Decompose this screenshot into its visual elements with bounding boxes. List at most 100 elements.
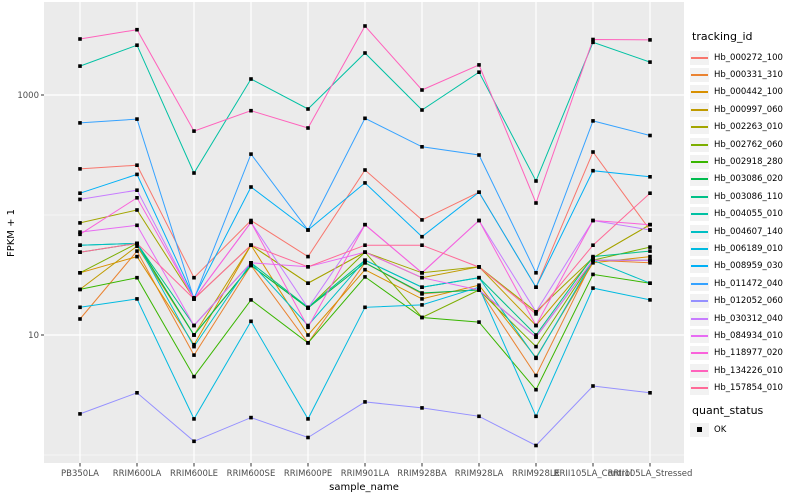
- data-point: [78, 197, 82, 202]
- data-point: [420, 291, 424, 295]
- data-point: [591, 168, 595, 173]
- data-point: [420, 406, 424, 410]
- legend-item: Hb_030312_040: [690, 310, 800, 327]
- data-point: [78, 191, 82, 195]
- data-point: [477, 218, 481, 223]
- legend-line-swatch-icon: [691, 161, 708, 164]
- data-point: [249, 77, 253, 81]
- legend-line-swatch-icon: [691, 247, 708, 250]
- legend-item-label: Hb_084934_010: [714, 330, 783, 341]
- quant-status-key: [690, 422, 709, 437]
- data-point: [135, 27, 139, 32]
- data-point: [420, 234, 424, 239]
- data-point: [420, 243, 424, 247]
- data-point: [249, 185, 253, 189]
- data-point: [648, 281, 652, 285]
- legend-item-label: Hb_011472_040: [714, 278, 783, 289]
- data-point: [534, 285, 538, 289]
- data-point: [534, 179, 538, 183]
- legend-line-swatch-icon: [691, 195, 708, 198]
- data-point: [78, 250, 82, 254]
- legend-key: [690, 120, 709, 135]
- legend-item: Hb_011472_040: [690, 275, 800, 292]
- data-point: [591, 243, 595, 247]
- axes: 1000 10 PB350LA RRIM600LA RRIM600LE RRIM600SE…: [17, 91, 692, 479]
- data-point: [477, 265, 481, 269]
- data-point: [192, 129, 196, 133]
- data-point: [591, 119, 595, 123]
- data-point: [78, 271, 82, 275]
- data-point: [363, 222, 367, 227]
- legend-line-swatch-icon: [691, 369, 708, 372]
- legend-key: [690, 346, 709, 361]
- x-axis-title: sample_name: [329, 482, 399, 493]
- x-tick-label: RRIM901LA: [341, 469, 390, 479]
- data-point: [78, 167, 82, 171]
- x-tick-label: PB350LA: [61, 469, 99, 479]
- data-point: [249, 152, 253, 156]
- legend-line-swatch-icon: [691, 56, 708, 59]
- quant-status-title: quant_status: [692, 404, 764, 417]
- x-tick-label: RRII105LA_Stressed: [608, 469, 693, 479]
- data-point: [363, 400, 367, 404]
- x-tick-label: RRIM928LA: [455, 469, 504, 479]
- data-point: [249, 108, 253, 113]
- tracking-id-legend: tracking_id Hb_000272_100 Hb_000331_310 Hb…: [690, 30, 800, 397]
- data-point: [78, 221, 82, 225]
- legend-item-label: Hb_004607_140: [714, 226, 783, 237]
- legend-item-label: Hb_002918_280: [714, 157, 783, 168]
- data-point: [135, 188, 139, 192]
- y-axis-title: FPKM + 1: [6, 209, 17, 257]
- data-point: [477, 275, 481, 280]
- data-point: [591, 286, 595, 290]
- legend-item-label: Hb_003086_020: [714, 174, 783, 185]
- data-point: [249, 263, 253, 268]
- data-point: [249, 319, 253, 324]
- data-point: [78, 412, 82, 416]
- data-point: [591, 384, 595, 388]
- data-point: [420, 88, 424, 92]
- data-point: [420, 145, 424, 149]
- data-point: [135, 391, 139, 395]
- legend-key: [690, 189, 709, 204]
- legend-line-swatch-icon: [691, 334, 708, 337]
- legend-key: [690, 224, 709, 239]
- data-point: [135, 275, 139, 280]
- legend-item: Hb_084934_010: [690, 327, 800, 344]
- data-point: [135, 208, 139, 212]
- legend-item-label: Hb_012052_060: [714, 296, 783, 307]
- data-point: [420, 275, 424, 280]
- data-point: [534, 443, 538, 448]
- data-point: [192, 417, 196, 421]
- legend-item: Hb_002918_280: [690, 153, 800, 170]
- data-point: [135, 249, 139, 253]
- data-point: [363, 24, 367, 28]
- data-point: [249, 261, 253, 265]
- data-point: [534, 312, 538, 316]
- legend-item: Hb_003086_020: [690, 171, 800, 188]
- data-point: [648, 133, 652, 138]
- legend-line-swatch-icon: [691, 352, 708, 355]
- data-point: [306, 126, 310, 130]
- legend-item-label: Hb_000997_060: [714, 104, 783, 115]
- data-point: [648, 228, 652, 232]
- legend-item: Hb_000997_060: [690, 101, 800, 118]
- legend-line-swatch-icon: [691, 317, 708, 320]
- legend-line-swatch-icon: [691, 126, 708, 129]
- legend-key: [690, 259, 709, 274]
- data-point: [363, 267, 367, 272]
- data-point: [306, 325, 310, 330]
- legend-line-swatch-icon: [691, 300, 708, 303]
- data-point: [135, 43, 139, 47]
- data-point: [135, 172, 139, 177]
- data-point: [648, 258, 652, 262]
- data-point: [648, 60, 652, 64]
- data-point: [648, 249, 652, 253]
- data-point: [420, 108, 424, 112]
- data-point: [420, 297, 424, 301]
- data-point: [78, 232, 82, 237]
- data-point: [420, 285, 424, 289]
- legend-line-swatch-icon: [691, 74, 708, 77]
- data-point: [306, 435, 310, 440]
- data-point: [249, 243, 253, 247]
